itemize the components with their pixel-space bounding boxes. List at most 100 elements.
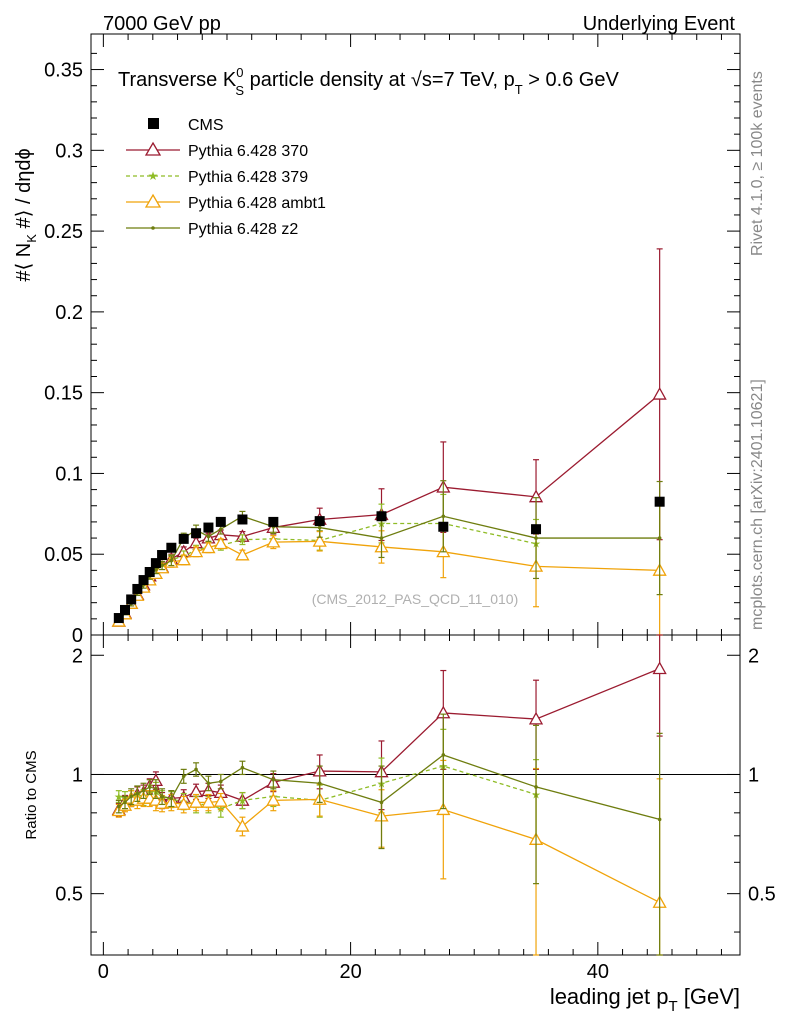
header-left: 7000 GeV pp [103,13,221,35]
ratio-point [441,753,446,757]
ylabel-post: #⟩ / dηdϕ [13,148,35,234]
ratio-y-tick-label-right: 0.5 [748,884,776,906]
main-point [266,534,281,548]
ratio-y-tick-label-right: 2 [748,645,759,667]
ratio-point [154,786,158,791]
title-prefix: Transverse K [118,69,237,91]
cms-data-point [237,514,248,525]
ratio-point [219,779,223,784]
main-line-0 [118,393,661,622]
cms-data-point [119,604,130,615]
legend-marker-cms [148,118,159,129]
main-point [213,536,228,550]
ratio-point [652,661,667,675]
chart-title: Transverse K0 S particle density at √s=7 … [118,65,619,98]
ratio-point [160,794,164,799]
main-point [169,558,174,563]
cms-data-point [178,533,189,544]
ratio-point [266,793,281,806]
legend-marker-ambt1 [144,193,162,208]
ratio-point: ★ [114,791,124,803]
ylabel-sub: K [24,234,39,243]
cms-data-point [150,558,161,569]
main-point [176,552,191,566]
legend-entry-ambt1: Pythia 6.428 ambt1 [126,193,326,212]
main-point [188,544,204,558]
legend-label-cms: CMS [188,117,224,134]
xlabel-sub: T [668,998,677,1015]
main-y-tick-label: 0.15 [44,383,83,405]
main-y-tick-label: 0.2 [55,302,83,324]
ratio-series-group: ★★★★★★★★★★★★★★★★★★★ [111,634,667,956]
main-point [657,536,662,540]
legend-entry-z2: Pythia 6.428 z2 [126,221,298,238]
ratio-point [194,767,198,772]
cms-data-point [191,528,202,539]
ratio-y-axis-label: Ratio to CMS [23,750,40,839]
main-point [219,527,223,531]
main-point [317,525,322,530]
ratio-series-1: ★★★★★★★★★★★★★★★★★★★ [114,728,541,839]
cms-data-point [138,575,149,586]
ratio-point [240,765,245,770]
ratio-point [213,794,228,807]
ratio-point [188,795,204,808]
title-suffix: > 0.6 GeV [523,69,620,91]
legend-entry-379: ★ Pythia 6.428 379 [126,169,308,186]
main-point [379,536,384,540]
legend-label-z2: Pythia 6.428 z2 [188,221,298,238]
cms-data-point [268,516,279,527]
ratio-point [534,785,538,789]
cms-data-point [126,594,137,605]
main-point [652,386,667,400]
cms-data-point [314,516,325,527]
ratio-point [117,804,121,809]
x-tick-label: 20 [339,961,361,983]
ratio-point [147,785,152,789]
ratio-point [528,711,544,725]
ratio-point [201,795,216,808]
cms-data-point [166,542,177,553]
title-sub2: T [515,82,523,97]
main-point: ★ [237,535,247,547]
x-tick-labels: 0 20 40 [98,961,609,983]
ratio-y-tick-label-left: 1 [72,764,83,786]
ratio-point [235,818,250,832]
main-y-tick-label: 0.05 [44,544,83,566]
ratio-point [129,794,133,799]
ylabel-pre: #⟨ N [13,243,35,282]
x-axis-label: leading jet pT [GeV] [550,984,740,1015]
xlabel-pre: leading jet p [550,984,669,1009]
cms-data-point [215,516,226,527]
legend-label-379: Pythia 6.428 379 [188,169,308,186]
cms-data-point [376,511,387,522]
cms-data-point [157,550,168,561]
main-point [201,540,216,554]
ratio-point [379,800,384,805]
main-y-tick-label: 0.3 [55,140,83,162]
title-sup: 0 [236,65,243,80]
title-sub: S [235,83,244,98]
ratio-point [271,777,276,782]
cms-data-point [438,521,449,532]
main-point [441,514,446,519]
title-mid: particle density at [244,69,411,91]
ratio-point [123,800,127,805]
ratio-series-0 [111,634,667,817]
main-y-axis-label: #⟨ NK #⟩ / dηdϕ [13,148,39,281]
ratio-line-0 [118,668,660,811]
rivet-label: Rivet 4.1.0, ≥ 100k events [749,71,766,256]
cms-data-point [654,496,665,507]
main-point [312,533,327,547]
main-cms-data [113,496,665,624]
ratio-line-2 [118,797,660,904]
ratio-y-tick-label-left: 0.5 [55,884,83,906]
ratio-y-tick-label-right: 1 [748,764,759,786]
cms-data-point [531,524,542,535]
axis-ticks [91,34,740,955]
ratio-y-tick-label-left: 2 [72,645,83,667]
ratio-point [657,817,662,822]
legend: CMS Pythia 6.428 370 ★ Pythia 6.428 379 … [126,117,326,238]
x-tick-label: 40 [587,961,609,983]
